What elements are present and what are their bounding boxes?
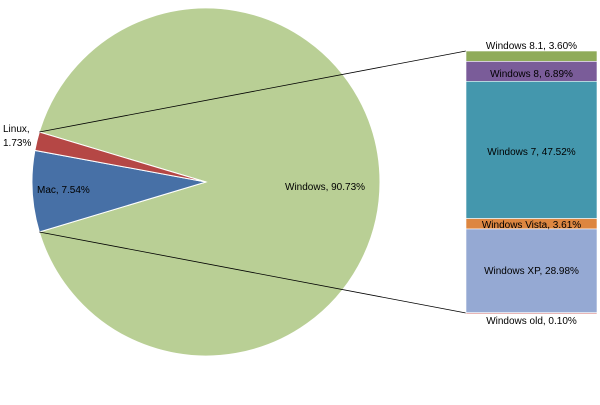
- connector-line-top: [39, 50, 467, 133]
- bar-label-windows-old: Windows old, 0.10%: [486, 316, 577, 327]
- bar-label-windows-7: Windows 7, 47.52%: [487, 147, 575, 158]
- connector-lines: [39, 50, 467, 314]
- bar-segment-windows-7: [465, 81, 598, 219]
- connector-line-bottom: [39, 231, 467, 314]
- pie-slice-windows: [38, 7, 381, 357]
- bar-segment-windows-old: [465, 312, 598, 315]
- pie-label-windows: Windows, 90.73%: [285, 182, 365, 193]
- bar-segment-windows-xp: [465, 228, 598, 314]
- bar-label-windows-8: Windows 8, 6.89%: [490, 69, 573, 80]
- bar-label-windows-vista: Windows Vista, 3.61%: [482, 220, 581, 231]
- stacked-bar-chart: [465, 50, 598, 315]
- bar-label-windows-8-1: Windows 8.1, 3.60%: [486, 41, 577, 52]
- data-labels: Windows, 90.73% Mac, 7.54% Linux, 1.73% Wind…: [3, 41, 581, 327]
- pie-slice-linux: [34, 131, 207, 183]
- bar-segment-windows-8-1: [465, 50, 598, 62]
- pie-label-mac: Mac, 7.54%: [37, 185, 90, 196]
- bar-label-windows-xp: Windows XP, 28.98%: [484, 266, 579, 277]
- pie-chart: [31, 7, 381, 357]
- pie-label-linux: Linux, 1.73%: [3, 124, 31, 149]
